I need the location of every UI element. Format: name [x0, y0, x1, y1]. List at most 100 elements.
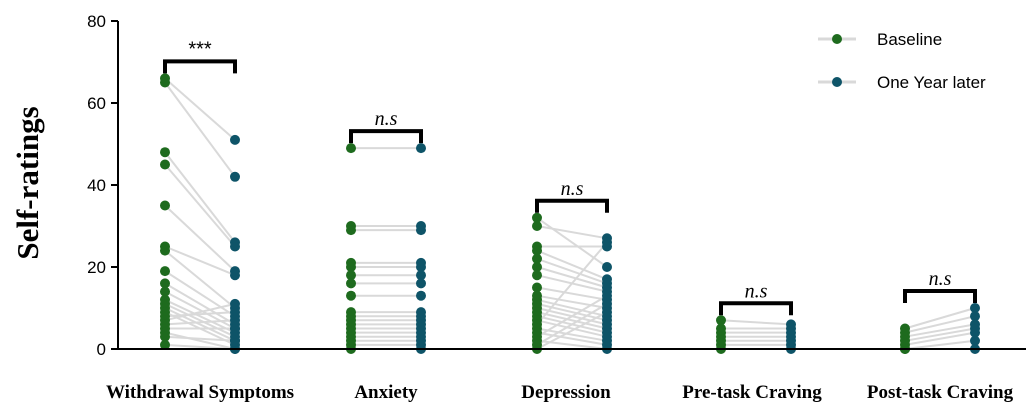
- point-baseline: [346, 290, 356, 301]
- pair-lines: [164, 77, 976, 350]
- legend-label-baseline: Baseline: [877, 30, 942, 49]
- category-label: Withdrawal Symptoms: [106, 382, 294, 403]
- pair-line: [536, 225, 608, 240]
- y-tick-label: 80: [87, 12, 106, 31]
- pair-line: [536, 311, 608, 350]
- y-ticks: 0 20 40 60 80: [87, 12, 118, 359]
- pair-line: [536, 294, 608, 338]
- pair-line: [536, 241, 608, 326]
- pair-line: [536, 298, 608, 318]
- point-one-year: [416, 143, 426, 154]
- point-one-year: [602, 290, 612, 301]
- point-one-year: [230, 298, 240, 309]
- y-tick-label: 0: [97, 340, 106, 359]
- significance-label: n.s: [375, 108, 398, 130]
- significance-label: n.s: [745, 280, 768, 302]
- point-baseline: [160, 77, 170, 88]
- point-baseline: [532, 221, 542, 231]
- point-one-year: [230, 241, 240, 252]
- legend-label-one-year: One Year later: [877, 73, 986, 92]
- point-baseline: [160, 200, 170, 211]
- pair-line: [536, 266, 608, 289]
- pair-line: [164, 249, 236, 309]
- significance-bracket: [719, 301, 793, 316]
- significance-bracket: [903, 289, 977, 303]
- point-one-year: [970, 303, 980, 313]
- pair-line: [536, 249, 608, 281]
- pair-line: [536, 216, 608, 268]
- point-one-year: [602, 298, 612, 309]
- pair-line: [164, 319, 236, 326]
- pair-line: [720, 319, 792, 326]
- category-label: Pre-task Craving: [682, 382, 822, 403]
- point-one-year: [970, 335, 980, 346]
- point-baseline: [160, 331, 170, 342]
- point-one-year: [230, 134, 240, 145]
- pair-line: [536, 319, 608, 338]
- pair-line: [164, 204, 236, 272]
- point-baseline: [160, 278, 170, 289]
- point-baseline: [346, 278, 356, 289]
- pair-line: [536, 303, 608, 346]
- pair-line: [164, 335, 236, 342]
- point-one-year: [230, 270, 240, 281]
- y-tick-label: 20: [87, 258, 106, 277]
- y-tick-label: 60: [87, 94, 106, 113]
- pair-line: [904, 331, 976, 346]
- point-baseline: [532, 262, 542, 272]
- pair-line: [164, 298, 236, 334]
- point-baseline: [160, 339, 170, 350]
- point-one-year: [416, 270, 426, 281]
- point-baseline: [346, 270, 356, 281]
- point-one-year: [230, 315, 240, 326]
- point-one-year: [602, 237, 612, 248]
- point-baseline: [716, 315, 726, 326]
- point-one-year: [416, 262, 426, 272]
- y-tick-label: 40: [87, 176, 106, 195]
- pair-line: [904, 327, 976, 342]
- point-one-year: [416, 290, 426, 301]
- legend-marker-baseline: [832, 34, 842, 44]
- pair-line: [164, 311, 236, 318]
- category-labels: Withdrawal Symptoms Anxiety Depression Pre-…: [106, 382, 1014, 403]
- pair-line: [164, 331, 236, 350]
- legend-item-one-year: One Year later: [818, 73, 986, 92]
- pair-line: [904, 307, 976, 330]
- pair-line: [536, 331, 608, 346]
- point-baseline: [346, 143, 356, 154]
- point-baseline: [532, 212, 542, 223]
- point-one-year: [230, 171, 240, 182]
- point-one-year: [230, 323, 240, 334]
- pair-line: [164, 302, 236, 338]
- point-baseline: [160, 147, 170, 158]
- significance-brackets: *** n.s n.s n.s n.s: [163, 38, 977, 316]
- point-baseline: [532, 270, 542, 281]
- y-axis-label: Self-ratings: [10, 106, 45, 259]
- significance-label: n.s: [561, 178, 584, 200]
- pair-line: [904, 323, 976, 338]
- point-one-year: [970, 327, 980, 338]
- category-label: Anxiety: [354, 382, 418, 403]
- category-label: Depression: [521, 382, 611, 403]
- significance-bracket: [163, 59, 237, 74]
- point-one-year: [602, 262, 612, 272]
- pair-line: [164, 290, 236, 330]
- category-label: Post-task Craving: [867, 382, 1014, 403]
- point-baseline: [346, 262, 356, 272]
- pair-line: [164, 270, 236, 318]
- pair-line: [536, 339, 608, 350]
- point-baseline: [532, 245, 542, 256]
- pair-line: [164, 307, 236, 342]
- pair-line: [164, 77, 236, 141]
- significance-bracket: [349, 129, 423, 144]
- pair-line: [164, 282, 236, 326]
- significance-label: n.s: [929, 268, 952, 290]
- legend-item-baseline: Baseline: [818, 30, 942, 49]
- pair-line: [164, 302, 236, 322]
- pair-line: [536, 286, 608, 301]
- point-one-year: [970, 311, 980, 322]
- point-baseline: [160, 266, 170, 277]
- pair-line: [904, 315, 976, 334]
- pair-line: [536, 311, 608, 330]
